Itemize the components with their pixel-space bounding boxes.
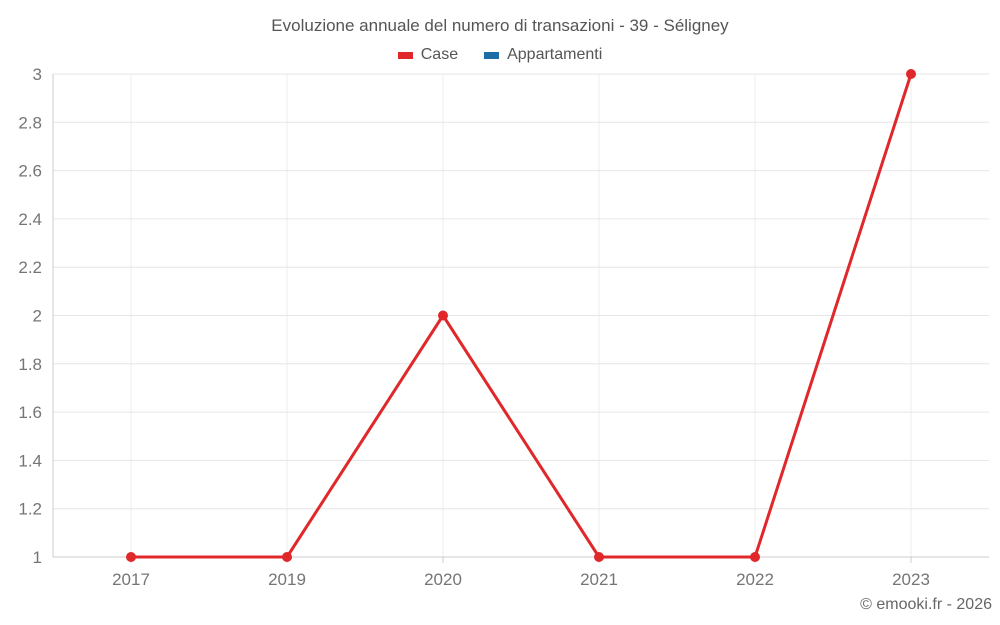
svg-text:2.6: 2.6 [18,162,42,181]
svg-text:1.2: 1.2 [18,500,42,519]
svg-text:1: 1 [33,548,42,567]
svg-text:2.8: 2.8 [18,113,42,132]
chart-title: Evoluzione annuale del numero di transaz… [271,16,729,35]
svg-text:2017: 2017 [112,570,150,589]
legend-label-appartamenti: Appartamenti [507,46,603,63]
svg-text:2020: 2020 [424,570,462,589]
svg-text:2019: 2019 [268,570,306,589]
svg-text:2023: 2023 [892,570,930,589]
legend-swatch-appartamenti-icon [484,51,500,59]
svg-text:2.4: 2.4 [18,210,42,229]
svg-text:2: 2 [33,307,42,326]
legend-swatch-case-icon [397,51,413,59]
svg-text:2.2: 2.2 [18,258,42,277]
legend-item-case[interactable]: Case [397,46,459,64]
legend-label-case: Case [420,46,459,63]
svg-text:2021: 2021 [580,570,618,589]
svg-text:1.6: 1.6 [18,403,42,422]
svg-text:1.4: 1.4 [18,451,42,470]
legend-item-appartamenti[interactable]: Appartamenti [484,46,602,64]
svg-text:1.8: 1.8 [18,355,42,374]
svg-text:3: 3 [33,65,42,84]
svg-text:2022: 2022 [736,570,774,589]
legend: Case Appartamenti [0,46,1000,64]
copyright-text: © emooki.fr - 2026 [860,596,992,613]
